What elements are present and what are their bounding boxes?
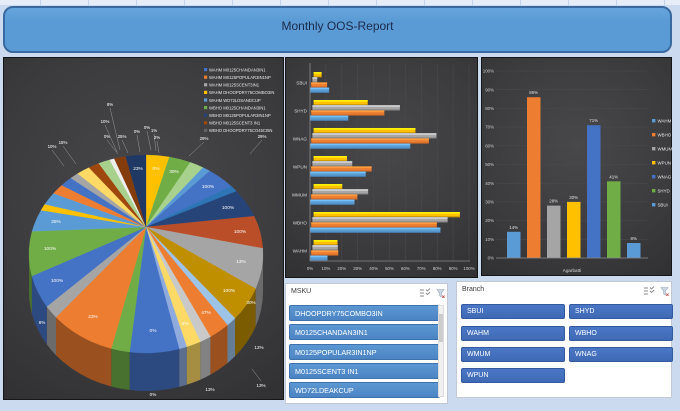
svg-text:70%: 70% (417, 266, 426, 271)
svg-text:25%: 25% (118, 134, 127, 139)
svg-text:40%: 40% (485, 181, 494, 186)
svg-text:2%: 2% (154, 135, 160, 140)
svg-text:10%: 10% (322, 266, 331, 271)
svg-text:0%: 0% (150, 392, 157, 397)
svg-text:10%: 10% (485, 237, 494, 242)
svg-text:WMUM: WMUM (658, 146, 673, 151)
svg-text:70%: 70% (485, 125, 494, 130)
svg-text:0%: 0% (150, 328, 158, 334)
svg-text:WBHO DHOOPDRY75CO45CI5N: WBHO DHOOPDRY75CO45CI5N (209, 128, 272, 133)
svg-text:13%: 13% (256, 383, 265, 388)
svg-text:SBUI: SBUI (658, 202, 668, 207)
svg-text:WAHM M0125POPULAR3IN1NP: WAHM M0125POPULAR3IN1NP (209, 75, 271, 80)
svg-text:WBHO M0125SCENT3 IN1: WBHO M0125SCENT3 IN1 (209, 121, 261, 126)
svg-text:30%: 30% (569, 195, 578, 200)
svg-text:18%: 18% (59, 140, 68, 145)
svg-text:0%: 0% (307, 266, 313, 271)
svg-text:80%: 80% (485, 106, 494, 111)
svg-text:50%: 50% (485, 162, 494, 167)
svg-text:100%: 100% (44, 246, 57, 252)
svg-text:12%: 12% (254, 345, 263, 350)
svg-text:60%: 60% (485, 143, 494, 148)
svg-text:23%: 23% (88, 314, 98, 320)
svg-text:WNAG: WNAG (658, 174, 672, 179)
svg-text:41%: 41% (609, 174, 618, 179)
svg-text:20%: 20% (485, 218, 494, 223)
svg-text:47%: 47% (201, 310, 211, 316)
svg-text:13%: 13% (205, 387, 214, 392)
svg-text:100%: 100% (222, 205, 235, 211)
svg-text:0%: 0% (104, 134, 110, 139)
svg-text:60%: 60% (401, 266, 410, 271)
svg-text:80%: 80% (433, 266, 442, 271)
svg-text:8%: 8% (631, 236, 637, 241)
svg-text:0%: 0% (488, 256, 494, 261)
svg-text:10%: 10% (48, 144, 57, 149)
svg-text:WNAG: WNAG (293, 136, 308, 141)
svg-text:29%: 29% (258, 134, 267, 139)
svg-text:WAHM: WAHM (293, 248, 308, 253)
svg-text:1%: 1% (151, 128, 157, 133)
svg-text:100%: 100% (234, 229, 247, 235)
svg-text:10%: 10% (101, 119, 110, 124)
svg-text:WAHM WD72LDSANDCUP: WAHM WD72LDSANDCUP (209, 98, 261, 103)
svg-text:13%: 13% (236, 259, 246, 265)
svg-text:30%: 30% (169, 169, 179, 175)
svg-text:WMUM: WMUM (292, 192, 307, 197)
svg-text:28%: 28% (549, 199, 558, 204)
svg-text:30%: 30% (485, 200, 494, 205)
svg-text:30%: 30% (353, 266, 362, 271)
svg-text:WBHO M0125POPULAR3IN1NP: WBHO M0125POPULAR3IN1NP (209, 113, 271, 118)
svg-text:WPUN: WPUN (658, 160, 671, 165)
svg-text:0%: 0% (144, 125, 150, 130)
svg-text:50%: 50% (385, 266, 394, 271)
svg-text:WBHO: WBHO (293, 220, 308, 225)
svg-text:8%: 8% (39, 320, 46, 325)
svg-text:100%: 100% (202, 184, 215, 190)
svg-text:WAHM M0125CHANDAN3IN1: WAHM M0125CHANDAN3IN1 (209, 67, 266, 72)
svg-text:100%: 100% (223, 288, 236, 294)
svg-text:20%: 20% (337, 266, 346, 271)
svg-text:71%: 71% (589, 118, 598, 123)
svg-text:40%: 40% (369, 266, 378, 271)
svg-text:WAHM: WAHM (658, 118, 672, 123)
svg-text:14%: 14% (509, 225, 518, 230)
svg-text:23%: 23% (133, 166, 143, 172)
svg-text:100%: 100% (51, 278, 64, 284)
svg-text:29%: 29% (200, 136, 209, 141)
svg-text:WPUN: WPUN (293, 164, 307, 169)
svg-text:WAHM DHOOPDRY75COMBO3IN: WAHM DHOOPDRY75COMBO3IN (209, 90, 274, 95)
svg-text:SHYD: SHYD (294, 108, 307, 113)
svg-text:WBHO M0125CHANDAN3IN1: WBHO M0125CHANDAN3IN1 (209, 105, 266, 110)
svg-text:0%: 0% (134, 129, 140, 134)
svg-text:0%: 0% (153, 166, 161, 172)
svg-text:SBUI: SBUI (296, 80, 307, 85)
svg-text:30%: 30% (246, 300, 255, 305)
svg-text:2%: 2% (182, 321, 190, 327)
svg-text:8%: 8% (107, 102, 113, 107)
svg-text:100%: 100% (463, 266, 474, 271)
svg-text:WBHO: WBHO (658, 132, 672, 137)
svg-text:90%: 90% (449, 266, 458, 271)
svg-text:100%: 100% (483, 69, 494, 74)
svg-text:25%: 25% (51, 219, 61, 225)
svg-text:Agarbatti: Agarbatti (563, 268, 581, 273)
svg-text:WAHM M0125SCENT3IN1: WAHM M0125SCENT3IN1 (209, 83, 260, 88)
svg-text:SHYD: SHYD (658, 188, 670, 193)
svg-text:86%: 86% (529, 90, 538, 95)
svg-text:90%: 90% (485, 87, 494, 92)
